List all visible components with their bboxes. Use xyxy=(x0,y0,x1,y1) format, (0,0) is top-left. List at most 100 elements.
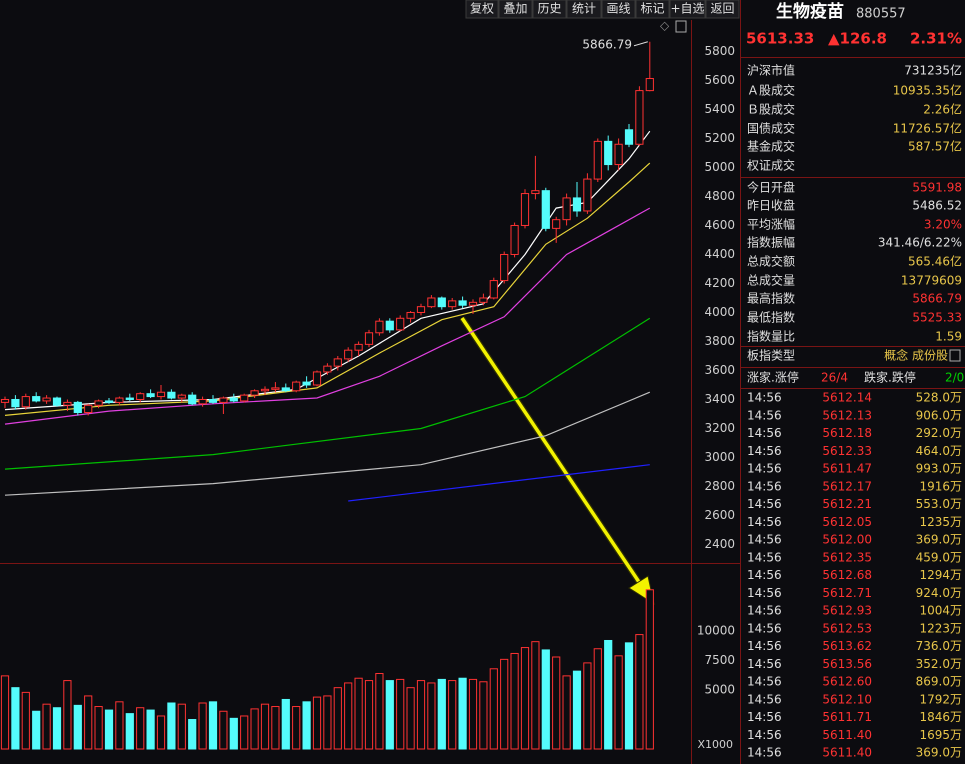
tick-price: 5612.21 xyxy=(822,497,872,511)
volume-bar xyxy=(458,677,467,750)
volume-bar xyxy=(11,687,20,750)
tick-price: 5613.62 xyxy=(822,639,872,653)
volume-bar xyxy=(406,687,415,750)
y-tick-label: 2800 xyxy=(704,479,735,493)
volume-bar xyxy=(281,698,290,750)
tick-volume: 1294万 xyxy=(919,568,962,582)
tick-time: 14:56 xyxy=(747,746,782,760)
toolbar-label[interactable]: 统计 xyxy=(572,2,596,16)
stat-label: 总成交量 xyxy=(747,273,795,288)
toolbar-label[interactable]: 历史 xyxy=(537,2,561,16)
volume-bar xyxy=(479,681,488,750)
toolbar-button[interactable] xyxy=(705,0,740,19)
volume-bar xyxy=(500,658,509,750)
tick-price: 5612.13 xyxy=(822,408,872,422)
tick-volume: 1695万 xyxy=(919,728,962,742)
volume-bar xyxy=(552,656,561,750)
toolbar-button[interactable] xyxy=(601,0,636,19)
volume-bar xyxy=(531,641,540,750)
toolbar-label[interactable]: +自选 xyxy=(670,2,704,16)
tick-volume: 369.0万 xyxy=(916,533,962,547)
percent-change: 2.31% xyxy=(910,30,962,48)
toolbar-button[interactable] xyxy=(566,0,602,19)
toolbar-button[interactable] xyxy=(465,0,499,19)
tick-price: 5612.05 xyxy=(822,515,872,529)
volume-bar xyxy=(73,704,82,750)
toolbar-label[interactable]: 叠加 xyxy=(503,2,527,16)
candle-body xyxy=(42,397,51,402)
volume-bar xyxy=(52,707,62,750)
volume-bar xyxy=(541,649,550,750)
stat-label: 昨日收盘 xyxy=(747,198,795,213)
volume-bar xyxy=(416,680,426,750)
board-icon[interactable] xyxy=(949,349,961,362)
volume-bar xyxy=(572,670,582,750)
y-tick-label: 2400 xyxy=(704,537,735,551)
y-tick-label: 7500 xyxy=(704,653,735,667)
tick-time: 14:56 xyxy=(747,621,782,635)
candle-body xyxy=(63,401,72,406)
volume-bar xyxy=(32,710,41,750)
tick-volume: 459.0万 xyxy=(916,550,962,564)
toolbar-label[interactable]: 返回 xyxy=(710,2,734,16)
tick-time: 14:56 xyxy=(747,408,782,422)
stat-label: 指数量比 xyxy=(747,329,795,344)
toolbar-button[interactable] xyxy=(635,0,670,19)
volume-bar xyxy=(614,655,623,750)
toolbar-button[interactable] xyxy=(669,0,706,19)
toolbar-label[interactable]: 标记 xyxy=(640,2,664,16)
volume-bar xyxy=(344,682,353,750)
tick-price: 5612.35 xyxy=(822,550,872,564)
volume-bar xyxy=(520,647,530,750)
unit-label: X1000 xyxy=(697,738,733,751)
candle-body xyxy=(593,140,602,180)
tick-volume: 869.0万 xyxy=(916,675,962,689)
candle-body xyxy=(562,197,571,221)
volume-bar xyxy=(42,703,51,750)
candle-body xyxy=(448,300,457,308)
candle-body xyxy=(572,197,582,212)
candle-body xyxy=(583,178,592,212)
board-value: 概念 成份股 xyxy=(884,348,948,363)
tick-time: 14:56 xyxy=(747,728,782,742)
candle-body xyxy=(11,398,20,408)
candle-body xyxy=(604,140,613,166)
tick-time: 14:56 xyxy=(747,710,782,724)
stat-value: 341.46/6.22% xyxy=(878,236,962,250)
candle-body xyxy=(510,224,519,255)
volume-bar xyxy=(375,673,384,750)
toolbar-label[interactable]: 画线 xyxy=(606,2,630,16)
toolbar-button[interactable] xyxy=(532,0,567,19)
tick-time: 14:56 xyxy=(747,497,782,511)
y-tick-label: 3400 xyxy=(704,392,735,406)
candle-body xyxy=(635,90,644,145)
stat-value: 5525.33 xyxy=(912,311,962,325)
candle-body xyxy=(52,397,62,406)
candle-body xyxy=(312,371,322,386)
volume-bar xyxy=(115,701,124,750)
icon-diamond[interactable]: ◇ xyxy=(660,19,670,33)
price-change: ▲126.8 xyxy=(828,30,887,48)
icon-toggle[interactable] xyxy=(675,20,687,33)
stat-label: 总成交额 xyxy=(747,254,795,269)
volume-bar xyxy=(240,715,249,750)
candle-body xyxy=(271,387,280,390)
volume-bar xyxy=(385,680,394,750)
volume-bar xyxy=(604,639,613,750)
toolbar-button[interactable] xyxy=(498,0,533,19)
candle-body xyxy=(437,297,446,308)
tick-time: 14:56 xyxy=(747,426,782,440)
tick-volume: 464.0万 xyxy=(916,444,962,458)
tick-time: 14:56 xyxy=(747,391,782,405)
toolbar-label[interactable]: 复权 xyxy=(470,2,494,16)
candle-body xyxy=(375,320,384,334)
candle-body xyxy=(260,388,270,392)
tick-time: 14:56 xyxy=(747,586,782,600)
stat-label: 权证成交 xyxy=(747,158,795,173)
stat-label: 指数振幅 xyxy=(747,235,795,250)
tick-price: 5611.40 xyxy=(822,728,872,742)
volume-bar xyxy=(94,706,103,750)
candle-body xyxy=(500,253,509,282)
